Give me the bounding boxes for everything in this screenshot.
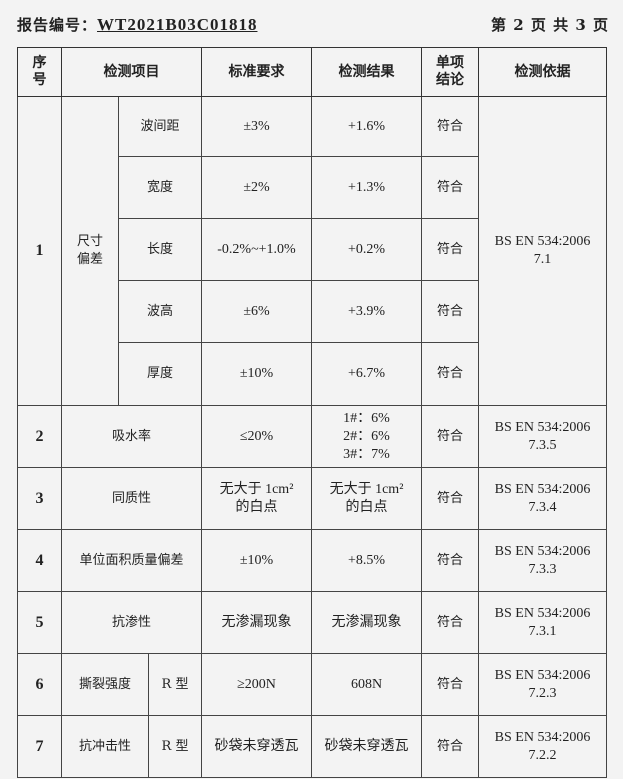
table-row: 厚度 ±10% +6.7% 符合 xyxy=(18,342,607,406)
table-row: 宽度 ±2% +1.3% 符合 xyxy=(18,156,607,219)
basis: BS EN 534:2006 7.1 xyxy=(478,96,607,406)
page-indicator: 第 2 页 共 3 页 xyxy=(491,16,609,34)
row-number: 2 xyxy=(17,405,62,468)
table-row: 长度 -0.2%~+1.0% +0.2% 符合 xyxy=(18,218,607,281)
col-result: 检测结果 xyxy=(311,47,422,97)
item-name: 单位面积质量偏差 xyxy=(61,529,202,592)
conclusion: 符合 xyxy=(421,342,479,406)
sub-item-name: 波高 xyxy=(118,280,202,343)
test-results-table: 序号 检测项目 标准要求 检测结果 单项结论 检测依据 1 尺寸偏差 波间距 ±3% +… xyxy=(17,47,607,778)
requirement: ±6% xyxy=(201,280,312,343)
table-row: 5 抗渗性 无渗漏现象 无渗漏现象 符合 BS EN 534:2006 7.3.1 xyxy=(17,591,607,654)
item-type: R 型 xyxy=(148,653,202,716)
conclusion: 符合 xyxy=(421,156,479,219)
report-number: 报告编号：WT2021B03C01818 xyxy=(17,14,257,35)
item-name: 抗渗性 xyxy=(61,591,202,654)
row-number: 3 xyxy=(17,467,62,530)
basis: BS EN 534:2006 7.2.2 xyxy=(478,715,607,778)
table-row: 波高 ±6% +3.9% 符合 xyxy=(18,280,607,343)
header-row: 序号 检测项目 标准要求 检测结果 单项结论 检测依据 xyxy=(17,47,607,97)
sub-item-name: 宽度 xyxy=(118,156,202,219)
basis: BS EN 534:2006 7.3.1 xyxy=(478,591,607,654)
row-number: 6 xyxy=(17,653,62,716)
result: +8.5% xyxy=(311,529,422,592)
table-row: 6 撕裂强度 R 型 ≥200N 608N 符合 BS EN 534:2006 7.2.3 xyxy=(17,653,607,716)
basis: BS EN 534:2006 7.3.5 xyxy=(478,405,607,468)
item-name: 同质性 xyxy=(61,467,202,530)
basis: BS EN 534:2006 7.3.4 xyxy=(478,467,607,530)
result: 1#：6% 2#：6% 3#：7% xyxy=(311,405,422,468)
sub-item-name: 波间距 xyxy=(118,96,202,157)
result: +3.9% xyxy=(311,280,422,343)
result: 608N xyxy=(311,653,422,716)
row-number: 4 xyxy=(17,529,62,592)
table-row: 2 吸水率 ≤20% 1#：6% 2#：6% 3#：7% 符合 BS EN 534:200… xyxy=(17,405,607,468)
conclusion: 符合 xyxy=(421,467,479,530)
sub-item-name: 长度 xyxy=(118,218,202,281)
requirement: 无大于 1cm² 的白点 xyxy=(201,467,312,530)
table-row: 7 抗冲击性 R 型砂袋未穿透瓦 砂袋未穿透瓦 符合 BS EN 534:2006 7.2… xyxy=(17,715,607,778)
result: 无渗漏现象 xyxy=(311,591,422,654)
requirement: ±3% xyxy=(201,96,312,157)
result: +6.7% xyxy=(311,342,422,406)
row-number: 7 xyxy=(17,715,62,778)
basis: BS EN 534:2006 7.2.3 xyxy=(478,653,607,716)
table-row: 1 尺寸偏差 波间距 ±3% +1.6% 符合 BS EN 534:2006 7.1 xyxy=(17,96,607,406)
conclusion: 符合 xyxy=(421,96,479,157)
conclusion: 符合 xyxy=(421,715,479,778)
conclusion: 符合 xyxy=(421,218,479,281)
sub-item-name: 厚度 xyxy=(118,342,202,406)
item-name: 撕裂强度 xyxy=(61,653,149,716)
result: +0.2% xyxy=(311,218,422,281)
conclusion: 符合 xyxy=(421,405,479,468)
result: 无大于 1cm² 的白点 xyxy=(311,467,422,530)
item-name: 抗冲击性 xyxy=(61,715,149,778)
requirement: -0.2%~+1.0% xyxy=(201,218,312,281)
table-row: 3 同质性 无大于 1cm² 的白点 无大于 1cm² 的白点 符合 BS EN 534:… xyxy=(17,467,607,530)
col-no: 序号 xyxy=(17,47,62,97)
requirement: ±2% xyxy=(201,156,312,219)
conclusion: 符合 xyxy=(421,653,479,716)
report-number-value: WT2021B03C01818 xyxy=(97,15,258,34)
result: +1.3% xyxy=(311,156,422,219)
row-number: 1 xyxy=(17,96,62,406)
item-name: 吸水率 xyxy=(61,405,202,468)
conclusion: 符合 xyxy=(421,529,479,592)
row-number: 5 xyxy=(17,591,62,654)
requirement: 砂袋未穿透瓦 xyxy=(201,715,312,778)
requirement: ≥200N xyxy=(201,653,312,716)
col-requirement: 标准要求 xyxy=(201,47,312,97)
item-name: 尺寸偏差 xyxy=(61,96,119,406)
conclusion: 符合 xyxy=(421,591,479,654)
requirement: ±10% xyxy=(201,529,312,592)
requirement: 无渗漏现象 xyxy=(201,591,312,654)
result: 砂袋未穿透瓦 xyxy=(311,715,422,778)
col-conclusion: 单项结论 xyxy=(421,47,479,97)
item-type: R 型 xyxy=(148,715,202,778)
requirement: ≤20% xyxy=(201,405,312,468)
conclusion: 符合 xyxy=(421,280,479,343)
requirement: ±10% xyxy=(201,342,312,406)
col-basis: 检测依据 xyxy=(478,47,607,97)
result: +1.6% xyxy=(311,96,422,157)
report-number-label: 报告编号： xyxy=(17,16,98,34)
col-item: 检测项目 xyxy=(61,47,202,97)
basis: BS EN 534:2006 7.3.3 xyxy=(478,529,607,592)
table-row: 4 单位面积质量偏差 ±10% +8.5% 符合 BS EN 534:2006 7.3.3 xyxy=(17,529,607,592)
